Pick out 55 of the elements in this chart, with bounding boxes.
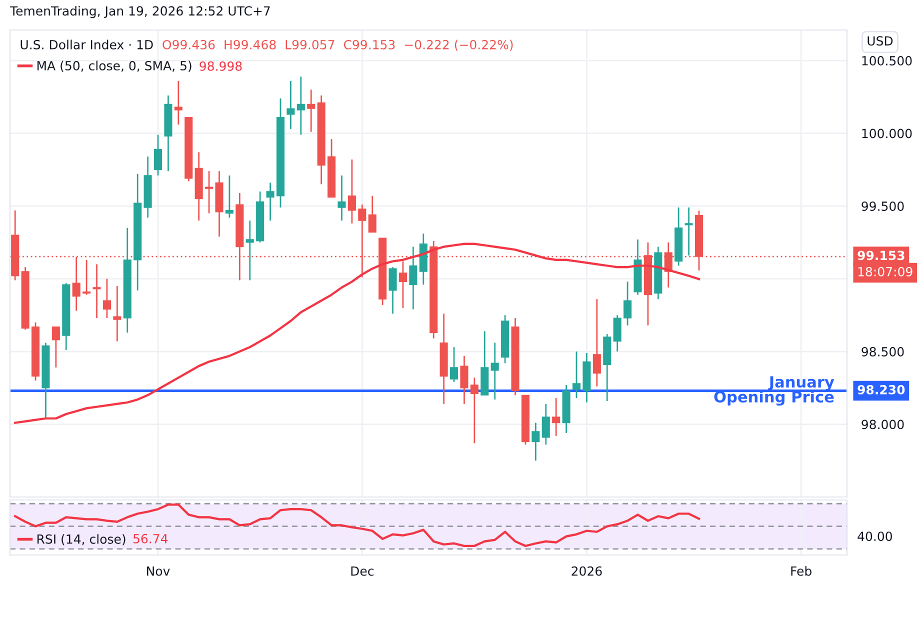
candlestick bbox=[286, 80, 295, 130]
text: 18:07:09 bbox=[858, 266, 912, 276]
y-tick-label: 100.000 bbox=[862, 128, 912, 138]
y-tick-label: 99.500 bbox=[862, 202, 904, 211]
candlestick bbox=[92, 264, 101, 319]
candlestick bbox=[684, 206, 693, 256]
candlestick bbox=[348, 158, 356, 224]
candlestick bbox=[113, 285, 122, 342]
text: 99.153 bbox=[858, 250, 904, 260]
ref-line-label: January Opening Price bbox=[714, 376, 834, 406]
candlestick bbox=[460, 355, 468, 405]
x-tick-label: Feb bbox=[791, 566, 812, 576]
text: TemenTrading, Jan 19, 2026 12:52 UTC+7 bbox=[10, 6, 270, 18]
candlestick bbox=[450, 346, 458, 383]
candlestick bbox=[398, 260, 408, 309]
candlestick bbox=[102, 278, 111, 319]
candlestick bbox=[225, 174, 234, 218]
annotation: 98.998 bbox=[200, 61, 242, 71]
candlestick bbox=[470, 377, 478, 444]
candlestick bbox=[572, 350, 581, 399]
candlestick bbox=[82, 259, 91, 296]
candlestick bbox=[174, 80, 182, 126]
candlestick bbox=[613, 314, 622, 352]
candlestick bbox=[532, 422, 540, 462]
candlestick bbox=[552, 397, 560, 437]
candlestick bbox=[592, 298, 601, 388]
line-series bbox=[14, 242, 700, 424]
candlestick bbox=[154, 134, 162, 176]
candlestick bbox=[368, 195, 376, 233]
candlestick bbox=[52, 326, 60, 368]
candlestick bbox=[296, 76, 305, 136]
text: O99.436 H99.468 L99.057 C99.153 −0.222 (−0.22%) bbox=[162, 40, 513, 51]
candlestick bbox=[542, 403, 550, 446]
legend-label: MA (50, close, 0, SMA, 5) bbox=[37, 60, 192, 72]
y-tick-label: 100.500 bbox=[862, 56, 912, 66]
candlestick bbox=[409, 246, 418, 310]
x-tick-label: Nov bbox=[147, 566, 170, 576]
y-tick-label: 98.500 bbox=[862, 346, 904, 356]
text: USD bbox=[868, 36, 893, 46]
annotation: 56.74 bbox=[133, 534, 168, 544]
text: 40.00 bbox=[858, 532, 892, 542]
candlestick bbox=[338, 174, 346, 222]
legend-label: RSI (14, close) bbox=[37, 534, 126, 546]
candlestick bbox=[490, 342, 499, 400]
y-tick-label: 98.000 bbox=[862, 420, 904, 430]
candlestick bbox=[307, 88, 316, 133]
candlestick bbox=[624, 280, 632, 326]
candlestick bbox=[388, 266, 397, 314]
candlestick bbox=[246, 220, 254, 281]
candlestick bbox=[205, 170, 214, 214]
text: 98.230 bbox=[858, 384, 905, 394]
x-tick-label: 2026 bbox=[572, 566, 602, 576]
x-tick-label: Dec bbox=[351, 566, 374, 576]
text: U.S. Dollar Index · 1D bbox=[20, 40, 153, 50]
candlestick bbox=[266, 182, 274, 222]
